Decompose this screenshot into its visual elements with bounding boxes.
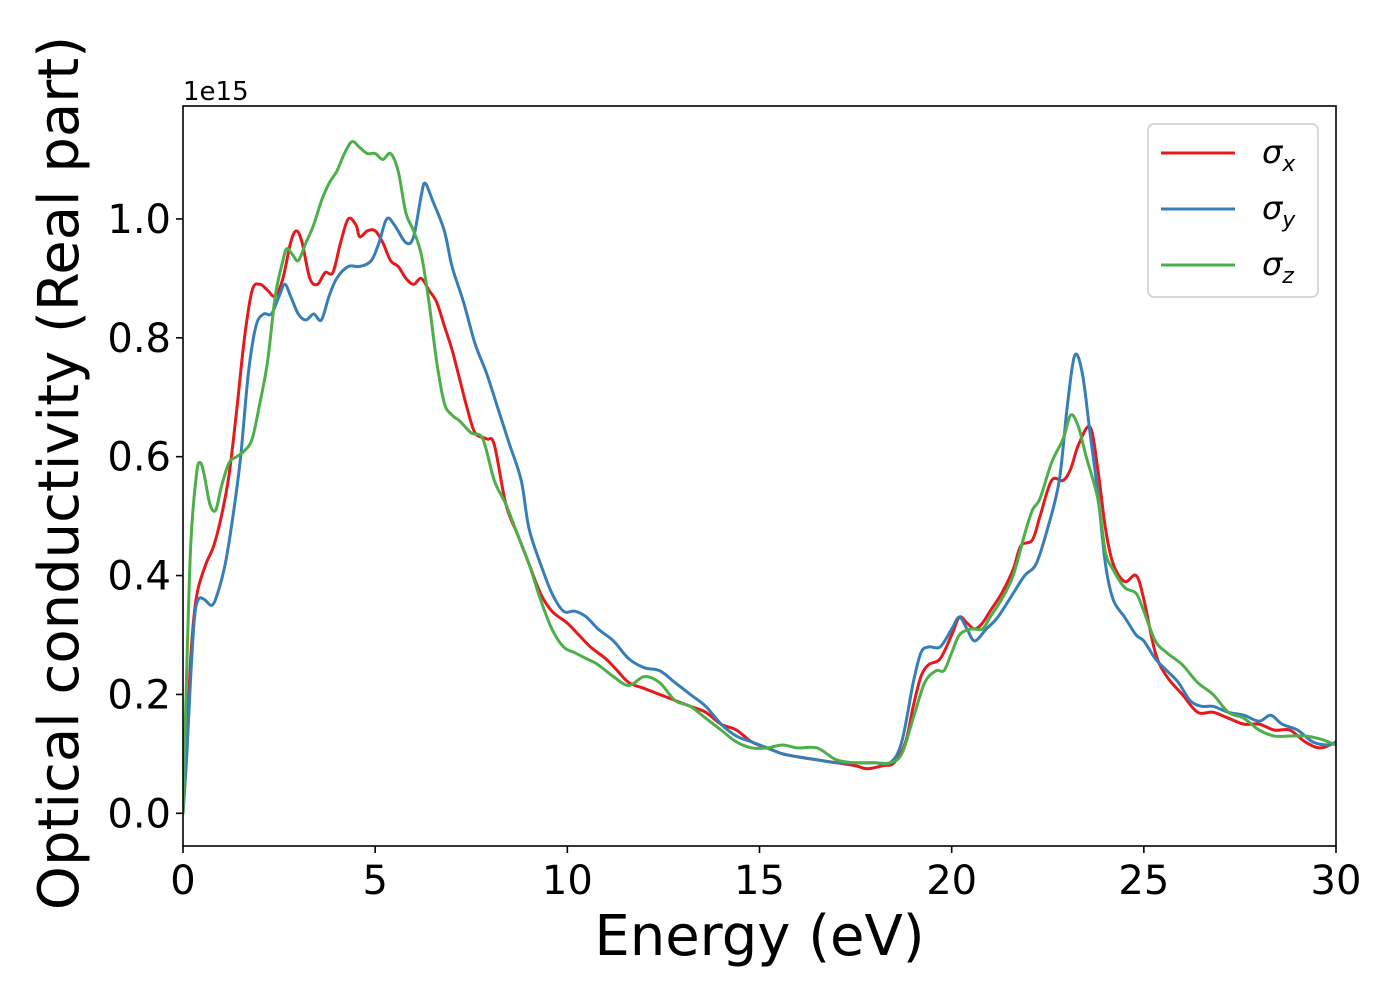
x-axis: 0 5 10 15 20 25 30 [170, 846, 1361, 904]
x-tick-label: 5 [362, 858, 387, 904]
y-axis-label: Optical conductivity (Real part) [27, 36, 92, 910]
plot-area [183, 140, 1336, 815]
x-tick-label: 10 [542, 858, 593, 904]
x-tick-label: 0 [170, 858, 195, 904]
x-tick-label: 30 [1311, 858, 1362, 904]
x-axis-label: Energy (eV) [594, 904, 924, 969]
y-axis: 0.0 0.2 0.4 0.6 0.8 1.0 [107, 197, 183, 837]
series-line-y [183, 181, 1336, 815]
y-tick-label: 0.4 [107, 554, 171, 600]
y-tick-label: 0.8 [107, 316, 171, 362]
y-tick-label: 1.0 [107, 197, 171, 243]
series-line-z [183, 140, 1336, 815]
y-axis-offset-label: 1e15 [183, 77, 249, 107]
y-tick-label: 0.2 [107, 672, 171, 718]
y-tick-label: 0.6 [107, 435, 171, 481]
series-line-x [183, 216, 1336, 815]
x-tick-label: 15 [734, 858, 785, 904]
y-tick-label: 0.0 [107, 791, 171, 837]
x-tick-label: 20 [926, 858, 977, 904]
x-tick-label: 25 [1118, 858, 1169, 904]
